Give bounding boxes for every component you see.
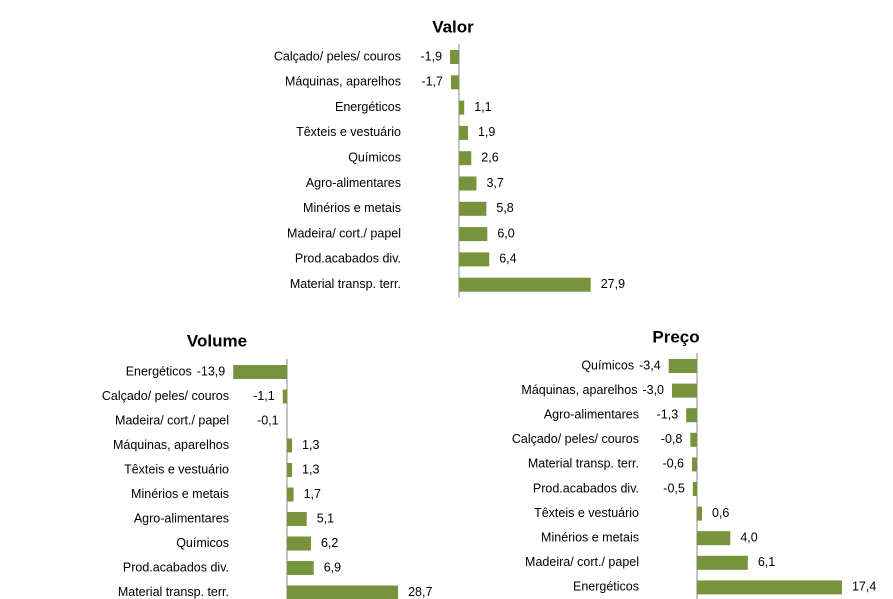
bar (287, 463, 293, 477)
bar (692, 482, 697, 496)
category-label: Máquinas, aparelhos (285, 75, 401, 89)
bar (697, 580, 842, 595)
value-label: 1,9 (478, 125, 495, 139)
value-label: -3,4 (639, 358, 661, 372)
bar (672, 383, 697, 398)
category-label: Calçado/ peles/ couros (512, 432, 639, 446)
value-label: 0,6 (712, 506, 729, 520)
category-label: Químicos (348, 150, 401, 164)
chart-title: Volume (187, 331, 247, 350)
bar (692, 457, 697, 472)
bar (233, 365, 287, 379)
category-label: Madeira/ cort./ papel (287, 226, 401, 240)
value-label: 1,7 (304, 487, 321, 501)
category-label: Prod.acabados div. (123, 560, 229, 574)
bar (287, 487, 294, 502)
value-label: 1,1 (474, 100, 491, 114)
bar (459, 176, 477, 191)
bar (287, 512, 307, 526)
category-label: Agro-alimentares (544, 407, 639, 421)
value-label: 4,0 (740, 530, 757, 544)
category-label: Químicos (581, 358, 634, 372)
bar (697, 531, 731, 546)
bar (287, 561, 314, 575)
chart-title: Preço (652, 327, 699, 346)
category-label: Minérios e metais (303, 201, 401, 215)
bar (287, 536, 311, 551)
category-label: Prod.acabados div. (533, 481, 639, 495)
value-label: -0,1 (257, 413, 279, 427)
bar (697, 555, 748, 570)
category-label: Têxteis e vestuário (124, 462, 229, 476)
category-label: Madeira/ cort./ papel (525, 555, 639, 569)
value-label: 6,2 (321, 536, 338, 550)
category-label: Energéticos (335, 100, 401, 114)
category-label: Energéticos (573, 580, 639, 594)
category-label: Máquinas, aparelhos (521, 383, 637, 397)
category-label: Agro-alimentares (134, 511, 229, 525)
category-label: Calçado/ peles/ couros (274, 49, 401, 63)
value-label: -1,7 (421, 75, 443, 89)
value-label: 3,7 (486, 176, 503, 190)
bar (690, 432, 697, 447)
value-label: -1,3 (657, 407, 679, 421)
category-label: Calçado/ peles/ couros (102, 389, 229, 403)
value-label: -0,5 (663, 481, 685, 495)
value-label: 17,4 (852, 580, 876, 594)
bar (282, 389, 287, 404)
category-label: Minérios e metais (541, 530, 639, 544)
value-label: -1,1 (253, 389, 275, 403)
bar (287, 438, 293, 453)
value-label: 5,8 (496, 201, 513, 215)
category-label: Têxteis e vestuário (534, 506, 639, 520)
bar (459, 151, 472, 166)
value-label: -1,9 (420, 49, 442, 63)
value-label: 6,4 (499, 252, 516, 266)
bar (459, 125, 468, 140)
bar (459, 227, 488, 242)
value-label: 27,9 (601, 277, 625, 291)
category-label: Agro-alimentares (306, 176, 401, 190)
bar (668, 359, 697, 373)
bar (450, 50, 459, 64)
category-label: Material transp. terr. (528, 457, 639, 471)
value-label: 6,9 (324, 560, 341, 574)
value-label: 28,7 (408, 585, 432, 599)
bar (459, 277, 591, 292)
value-label: -13,9 (197, 364, 226, 378)
category-label: Máquinas, aparelhos (113, 438, 229, 452)
bar (697, 506, 702, 521)
value-label: 6,1 (758, 555, 775, 569)
category-label: Energéticos (126, 364, 192, 378)
category-label: Têxteis e vestuário (296, 125, 401, 139)
chart-title: Valor (432, 17, 474, 36)
bar (686, 408, 697, 423)
category-label: Material transp. terr. (118, 585, 229, 599)
category-label: Material transp. terr. (290, 277, 401, 291)
category-label: Prod.acabados div. (295, 252, 401, 266)
bar (287, 585, 399, 599)
value-label: 1,3 (302, 438, 319, 452)
value-label: -3,0 (642, 383, 664, 397)
category-label: Químicos (176, 536, 229, 550)
value-label: 6,0 (497, 226, 514, 240)
value-label: -0,8 (661, 432, 683, 446)
category-label: Minérios e metais (131, 487, 229, 501)
value-label: 2,6 (481, 150, 498, 164)
bar (459, 100, 465, 115)
bar (450, 75, 459, 90)
bar (459, 252, 490, 267)
bar (459, 201, 487, 216)
category-label: Madeira/ cort./ papel (115, 413, 229, 427)
value-label: 1,3 (302, 462, 319, 476)
value-label: 5,1 (317, 511, 334, 525)
value-label: -0,6 (662, 457, 684, 471)
